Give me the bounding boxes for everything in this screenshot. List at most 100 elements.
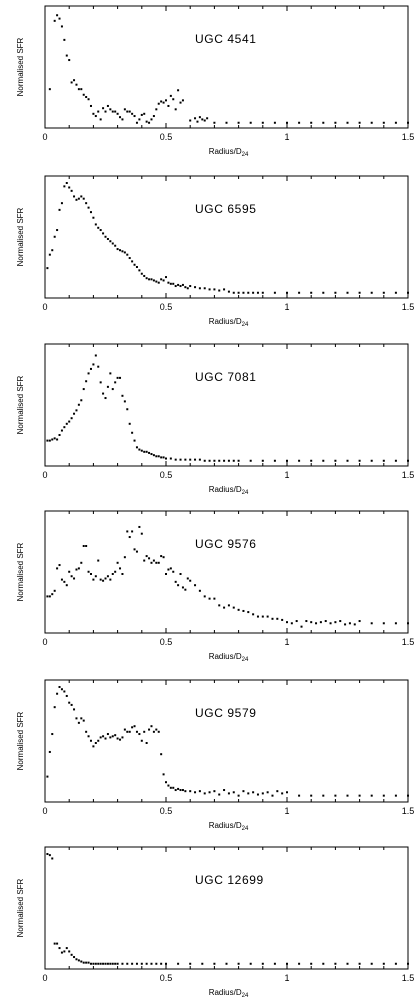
data-point — [157, 730, 160, 733]
data-point — [213, 962, 216, 965]
data-point — [82, 197, 85, 200]
data-point — [346, 962, 349, 965]
data-point — [51, 249, 54, 252]
data-point — [346, 794, 349, 797]
data-point — [60, 429, 63, 432]
data-point — [208, 288, 211, 291]
data-point — [126, 730, 129, 733]
data-point — [126, 253, 129, 256]
x-axis-label: Radius/D24 — [209, 485, 249, 496]
data-point — [73, 956, 76, 959]
data-point — [114, 381, 117, 384]
data-point — [177, 787, 180, 790]
data-point — [286, 962, 288, 965]
data-point — [111, 735, 114, 738]
data-point — [148, 728, 151, 731]
data-point — [109, 372, 112, 375]
chart-panel: 0 0.5 1 1.5 UGC 9579 Normalised SFR Radius/D24 — [16, 679, 414, 832]
data-point — [123, 556, 126, 559]
data-point — [242, 291, 245, 294]
data-point — [407, 459, 409, 462]
data-point — [111, 388, 114, 391]
data-point — [319, 621, 322, 624]
y-axis-label: Normalised SFR — [16, 37, 25, 96]
data-point — [48, 595, 51, 598]
galaxy-label: UGC 7081 — [195, 370, 257, 384]
data-point — [73, 412, 76, 415]
data-point — [51, 438, 54, 441]
plot-frame — [44, 343, 409, 467]
x-axis-label-main: Radius/D — [209, 317, 242, 326]
data-point — [177, 584, 180, 587]
data-point — [94, 962, 97, 965]
data-point — [80, 960, 83, 963]
data-point — [75, 958, 78, 961]
data-point — [116, 248, 119, 251]
data-point — [85, 202, 88, 205]
data-point — [109, 240, 112, 243]
data-point — [407, 794, 409, 797]
data-point — [73, 195, 76, 198]
data-point — [51, 593, 54, 596]
data-point — [181, 99, 184, 102]
data-point — [116, 561, 119, 564]
data-point — [106, 385, 109, 388]
data-point — [223, 459, 226, 462]
data-point — [353, 623, 356, 626]
data-point — [104, 110, 107, 113]
data-point — [82, 388, 85, 391]
plot-frame — [44, 679, 409, 803]
data-point — [286, 121, 288, 124]
data-point — [273, 121, 276, 124]
data-point — [56, 692, 59, 695]
data-point — [370, 291, 373, 294]
x-axis-label-main: Radius/D — [209, 652, 242, 661]
x-tick-label: 0 — [42, 132, 47, 142]
data-point — [162, 456, 165, 459]
x-tick-label: 1 — [284, 470, 289, 480]
data-point — [58, 947, 61, 950]
chart-panel: 0 0.5 1 1.5 UGC 6595 Normalised SFR Radius/D24 — [16, 175, 414, 328]
data-point — [181, 283, 184, 286]
data-point — [194, 584, 197, 587]
x-tick-label: 0 — [42, 806, 47, 816]
data-point — [348, 622, 351, 625]
data-point — [65, 694, 68, 697]
data-point — [322, 459, 325, 462]
data-point — [143, 274, 146, 277]
x-tick-label: 0 — [42, 637, 47, 647]
data-point — [145, 277, 148, 280]
data-point — [160, 962, 163, 965]
data-point — [218, 289, 221, 292]
data-point — [172, 98, 175, 101]
galaxy-label: UGC 6595 — [195, 202, 257, 216]
data-point — [152, 279, 155, 282]
data-point — [94, 575, 97, 578]
data-point — [116, 112, 119, 115]
data-point — [249, 121, 252, 124]
x-axis-label-sub: 24 — [242, 993, 249, 999]
x-tick-label: 1 — [284, 806, 289, 816]
x-tick-label: 0.5 — [160, 470, 173, 480]
x-axis-label: Radius/D24 — [209, 147, 249, 158]
data-point — [177, 89, 180, 92]
data-point — [249, 962, 252, 965]
data-point — [46, 775, 49, 778]
data-point — [89, 211, 92, 214]
plot-frame — [44, 5, 409, 129]
x-tick-label: 1 — [284, 132, 289, 142]
data-point — [70, 417, 73, 420]
x-tick-label: 1 — [284, 973, 289, 983]
data-point — [407, 962, 409, 965]
data-point — [201, 118, 204, 121]
data-point — [135, 446, 138, 449]
data-point — [208, 791, 211, 794]
data-point — [53, 19, 56, 22]
data-point — [286, 291, 288, 294]
data-point — [114, 734, 117, 737]
data-point — [155, 561, 158, 564]
data-point — [82, 93, 85, 96]
data-point — [261, 459, 264, 462]
data-point — [92, 112, 95, 115]
x-axis-label: Radius/D24 — [209, 317, 249, 328]
